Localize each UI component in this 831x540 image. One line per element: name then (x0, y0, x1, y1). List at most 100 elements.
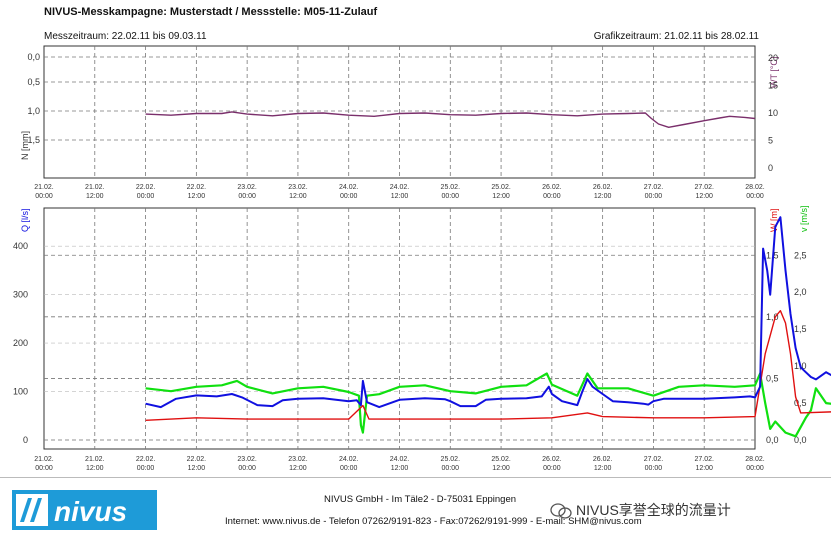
x-tick-time: 12:00 (594, 465, 612, 472)
x-tick-time: 12:00 (695, 465, 713, 472)
x-tick-date: 25.02. (491, 184, 511, 191)
x-tick-date: 24.02. (339, 184, 359, 191)
top-left-tick: 0,5 (27, 77, 40, 87)
company-address: NIVUS GmbH - Im Täle2 - D-75031 Eppingen (324, 494, 517, 505)
x-tick-time: 00:00 (645, 193, 663, 200)
x-tick-date: 21.02. (85, 184, 105, 191)
top-left-tick: 0,0 (27, 52, 40, 62)
x-tick-time: 00:00 (442, 465, 460, 472)
x-tick-date: 21.02. (85, 456, 105, 463)
x-tick-time: 12:00 (695, 193, 713, 200)
top-right-tick: 5 (768, 136, 773, 146)
x-tick-time: 00:00 (137, 465, 155, 472)
series-w-line (145, 310, 831, 421)
x-tick-date: 25.02. (491, 456, 511, 463)
series-v-line (145, 372, 831, 438)
series-lines (145, 111, 831, 438)
bottom-right-v-tick: 0,5 (794, 398, 807, 408)
measurement-period: Messzeitraum: 22.02.11 bis 09.03.11 (44, 31, 207, 42)
bottom-right-v-tick: 2,5 (794, 250, 807, 260)
top-left-tick: 1,0 (27, 106, 40, 116)
bottom-left-tick: 200 (13, 338, 28, 348)
x-tick-time: 00:00 (746, 193, 764, 200)
x-tick-time: 12:00 (391, 465, 409, 472)
x-tick-time: 12:00 (391, 193, 409, 200)
x-tick-time: 00:00 (340, 465, 358, 472)
bottom-left-tick: 300 (13, 290, 28, 300)
bottom-left-tick: 400 (13, 241, 28, 251)
company-contact: Internet: www.nivus.de - Telefon 07262/9… (225, 516, 642, 527)
x-tick-date: 26.02. (593, 184, 613, 191)
x-tick-date: 22.02. (136, 184, 156, 191)
bottom-right-v-tick: 2,0 (794, 287, 807, 297)
x-tick-time: 00:00 (543, 193, 561, 200)
axis-ticks: 21.02. 00:00 21.02. 12:00 22.02. 00:00 22.02. 1… (13, 52, 807, 472)
svg-text:nivus: nivus (54, 496, 127, 527)
x-tick-time: 00:00 (238, 465, 256, 472)
x-tick-time: 12:00 (289, 465, 307, 472)
x-tick-date: 22.02. (187, 184, 207, 191)
chart-canvas: N [mm] WT [°C] Q [l/s] W [m] v [m/s] 21.… (13, 45, 831, 472)
series-q-line (145, 216, 831, 409)
top-left-tick: 1,5 (27, 135, 40, 145)
x-tick-time: 00:00 (442, 193, 460, 200)
nivus-logo: nivus (12, 490, 157, 530)
x-tick-time: 12:00 (86, 193, 104, 200)
top-right-tick: 15 (768, 81, 778, 91)
x-tick-time: 12:00 (289, 193, 307, 200)
x-tick-date: 21.02. (34, 456, 54, 463)
top-right-tick: 20 (768, 53, 778, 63)
x-tick-date: 21.02. (34, 184, 54, 191)
x-tick-time: 00:00 (137, 193, 155, 200)
bottom-right-v-axis-label: v [m/s] (799, 206, 809, 233)
x-tick-time: 00:00 (543, 465, 561, 472)
x-tick-date: 27.02. (694, 456, 714, 463)
bottom-right-W-tick: 0,5 (766, 373, 779, 383)
top-right-tick: 0 (768, 163, 773, 173)
x-tick-time: 12:00 (492, 193, 510, 200)
x-tick-date: 26.02. (542, 184, 562, 191)
x-tick-date: 28.02. (745, 456, 765, 463)
x-tick-date: 27.02. (644, 456, 664, 463)
bottom-left-tick: 100 (13, 387, 28, 397)
x-tick-time: 12:00 (188, 465, 206, 472)
watermark-text: NIVUS享誉全球的流量计 (576, 502, 731, 518)
x-tick-date: 27.02. (644, 184, 664, 191)
x-tick-date: 23.02. (288, 184, 308, 191)
x-tick-date: 22.02. (136, 456, 156, 463)
x-tick-date: 23.02. (288, 456, 308, 463)
bottom-left-axis-label: Q [l/s] (20, 208, 30, 232)
bottom-panel-grid (44, 208, 755, 449)
x-tick-date: 26.02. (593, 456, 613, 463)
x-tick-date: 28.02. (745, 184, 765, 191)
bottom-right-v-tick: 0,0 (794, 435, 807, 445)
watermark: NIVUS享誉全球的流量计 (550, 500, 731, 520)
x-tick-time: 00:00 (340, 193, 358, 200)
graphic-period: Grafikzeitraum: 21.02.11 bis 28.02.11 (593, 31, 759, 42)
bottom-right-W-tick: 0,0 (766, 435, 779, 445)
x-tick-date: 24.02. (390, 456, 410, 463)
x-tick-date: 24.02. (390, 184, 410, 191)
x-tick-time: 00:00 (645, 465, 663, 472)
bottom-right-W-tick: 1,0 (766, 312, 779, 322)
x-tick-time: 00:00 (35, 193, 53, 200)
x-tick-date: 23.02. (237, 456, 257, 463)
bottom-right-v-tick: 1,5 (794, 324, 807, 334)
x-tick-time: 00:00 (238, 193, 256, 200)
x-tick-time: 00:00 (746, 465, 764, 472)
x-tick-date: 26.02. (542, 456, 562, 463)
x-tick-date: 25.02. (441, 456, 461, 463)
top-right-axis-label: WT [°C] (769, 57, 779, 88)
x-tick-time: 12:00 (594, 193, 612, 200)
x-tick-date: 23.02. (237, 184, 257, 191)
top-panel-grid (44, 46, 755, 178)
x-tick-time: 00:00 (35, 465, 53, 472)
series-wt-line (145, 111, 756, 129)
x-tick-date: 27.02. (694, 184, 714, 191)
bottom-right-W-axis-label: W [m] (769, 209, 779, 233)
chart-title: NIVUS-Messkampagne: Musterstadt / Messst… (44, 6, 378, 18)
footer: nivus NIVUS GmbH - Im Täle2 - D-75031 Ep… (0, 477, 831, 540)
x-tick-date: 24.02. (339, 456, 359, 463)
x-tick-time: 12:00 (492, 465, 510, 472)
x-tick-time: 12:00 (86, 465, 104, 472)
